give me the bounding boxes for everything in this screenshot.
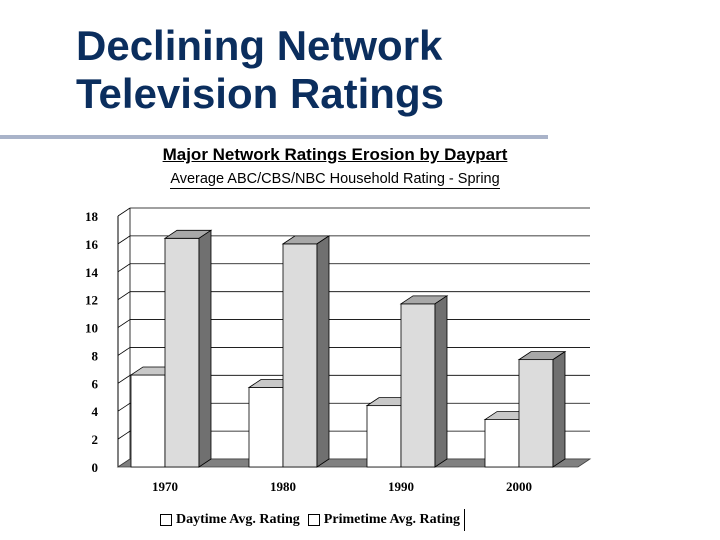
y-tick-label: 0 xyxy=(92,460,99,475)
bar-daytime xyxy=(130,374,166,468)
bar-primetime xyxy=(282,243,318,468)
legend-swatch-daytime xyxy=(160,514,172,526)
bar-side xyxy=(316,235,330,468)
y-tick-label: 4 xyxy=(92,404,99,419)
legend-item-primetime: Primetime Avg. Rating xyxy=(307,512,461,528)
title-divider xyxy=(0,135,548,139)
gridline-side xyxy=(117,263,131,273)
slide-title-line-1: Declining Network xyxy=(76,22,443,69)
bar-side xyxy=(198,229,212,468)
gridline-side xyxy=(117,430,131,440)
bar-primetime xyxy=(400,303,436,468)
x-tick-label: 1970 xyxy=(152,479,178,494)
slide-title-line-2: Television Ratings xyxy=(76,70,444,117)
legend-label-primetime: Primetime Avg. Rating xyxy=(323,512,461,527)
bar-daytime xyxy=(366,405,402,468)
gridline-side xyxy=(117,347,131,356)
bar-side xyxy=(552,350,566,468)
legend-label-daytime: Daytime Avg. Rating xyxy=(176,512,300,527)
gridline-side xyxy=(117,402,131,412)
y-tick-label: 10 xyxy=(85,321,98,336)
y-tick-label: 2 xyxy=(92,432,99,447)
bar-primetime xyxy=(164,237,200,468)
bar-side xyxy=(434,295,448,468)
y-tick-label: 18 xyxy=(85,209,99,224)
chart-subtitle: Average ABC/CBS/NBC Household Rating - S… xyxy=(170,171,500,189)
x-tick-label: 1980 xyxy=(270,479,296,494)
y-tick-label: 6 xyxy=(92,376,99,391)
gridline-side xyxy=(117,291,131,300)
chart-legend: Daytime Avg. Rating Primetime Avg. Ratin… xyxy=(160,509,466,531)
bar-daytime xyxy=(484,419,520,468)
bar-primetime xyxy=(518,359,554,468)
y-tick-label: 12 xyxy=(85,293,98,308)
gridline-side xyxy=(117,319,131,328)
chart-title: Major Network Ratings Erosion by Daypart xyxy=(162,145,508,164)
y-tick-label: 8 xyxy=(92,348,99,363)
gridline-side xyxy=(117,207,131,217)
slide-title: Declining Network Television Ratings xyxy=(76,22,444,118)
x-tick-label: 2000 xyxy=(506,479,532,494)
legend-item-daytime: Daytime Avg. Rating xyxy=(160,512,300,528)
gridline-side xyxy=(117,375,131,384)
y-tick-label: 16 xyxy=(85,237,99,252)
y-tick-label: 14 xyxy=(85,265,99,280)
x-tick-label: 1990 xyxy=(388,479,414,494)
bar-daytime xyxy=(248,387,284,468)
gridline-side xyxy=(117,235,131,245)
legend-swatch-primetime xyxy=(307,514,320,526)
